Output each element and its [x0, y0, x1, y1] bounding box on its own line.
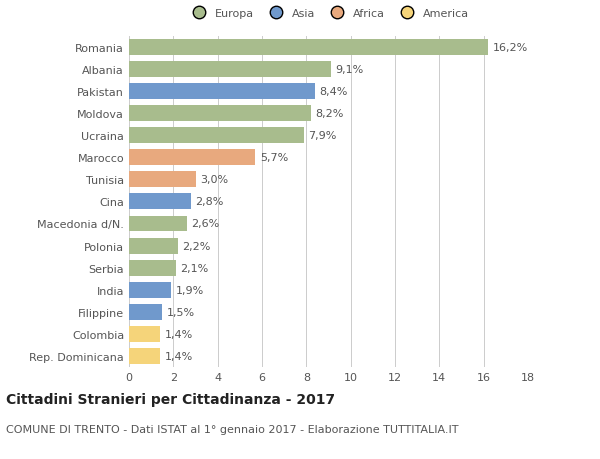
Text: 1,4%: 1,4% — [164, 351, 193, 361]
Text: 5,7%: 5,7% — [260, 153, 288, 163]
Text: 8,4%: 8,4% — [320, 87, 348, 97]
Bar — [129, 194, 191, 210]
Bar — [129, 216, 187, 232]
Text: COMUNE DI TRENTO - Dati ISTAT al 1° gennaio 2017 - Elaborazione TUTTITALIA.IT: COMUNE DI TRENTO - Dati ISTAT al 1° genn… — [6, 425, 458, 435]
Bar — [129, 348, 160, 364]
Text: 1,5%: 1,5% — [167, 307, 195, 317]
Text: 2,8%: 2,8% — [196, 197, 224, 207]
Text: 8,2%: 8,2% — [315, 109, 344, 119]
Legend: Europa, Asia, Africa, America: Europa, Asia, Africa, America — [184, 4, 473, 23]
Bar — [129, 150, 256, 166]
Text: 2,2%: 2,2% — [182, 241, 211, 251]
Text: Cittadini Stranieri per Cittadinanza - 2017: Cittadini Stranieri per Cittadinanza - 2… — [6, 392, 335, 406]
Text: 16,2%: 16,2% — [493, 43, 528, 53]
Bar — [129, 238, 178, 254]
Bar — [129, 282, 171, 298]
Bar — [129, 128, 304, 144]
Bar — [129, 62, 331, 78]
Text: 9,1%: 9,1% — [335, 65, 364, 75]
Bar — [129, 106, 311, 122]
Bar — [129, 84, 315, 100]
Text: 2,1%: 2,1% — [180, 263, 208, 273]
Bar — [129, 260, 176, 276]
Text: 1,4%: 1,4% — [164, 329, 193, 339]
Text: 2,6%: 2,6% — [191, 219, 220, 229]
Bar — [129, 326, 160, 342]
Text: 1,9%: 1,9% — [176, 285, 204, 295]
Bar — [129, 304, 162, 320]
Bar — [129, 172, 196, 188]
Text: 3,0%: 3,0% — [200, 175, 228, 185]
Bar — [129, 40, 488, 56]
Text: 7,9%: 7,9% — [308, 131, 337, 141]
